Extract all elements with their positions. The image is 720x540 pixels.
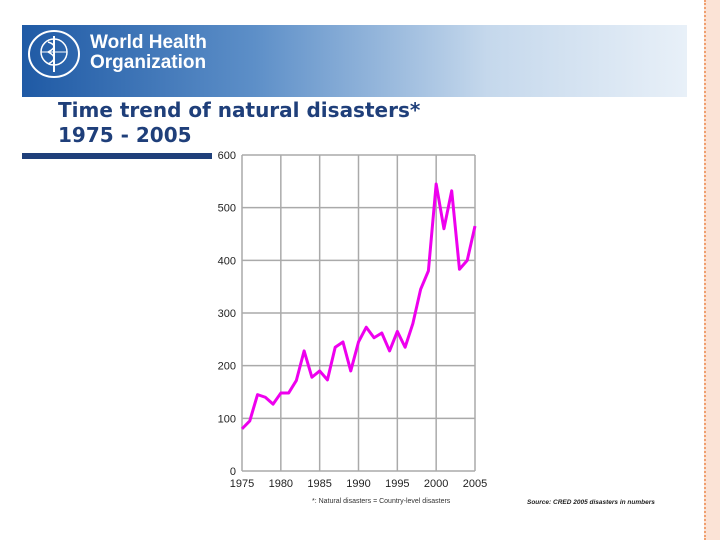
- x-tick-label: 1995: [385, 478, 409, 490]
- y-tick-label: 300: [218, 308, 236, 320]
- x-tick-label: 2000: [424, 478, 448, 490]
- x-tick-label: 1990: [346, 478, 370, 490]
- x-tick-label: 1985: [307, 478, 331, 490]
- title-underline: [22, 153, 212, 159]
- y-tick-label: 500: [218, 203, 236, 215]
- org-name-line2: Organization: [90, 52, 207, 73]
- y-tick-label: 100: [218, 413, 236, 425]
- organization-name: World Health Organization: [90, 33, 207, 73]
- header-banner: [22, 25, 687, 97]
- y-tick-label: 600: [218, 150, 236, 162]
- org-name-line1: World Health: [90, 32, 207, 53]
- disaster-trend-chart: 0 100 200 300 400 500 600 1975 1980 1985 1990 1995 2…: [218, 150, 488, 490]
- title-line2: 1975 - 2005: [58, 123, 192, 147]
- x-tick-label: 1975: [230, 478, 254, 490]
- x-tick-label: 1980: [269, 478, 293, 490]
- footnote: *: Natural disasters = Country-level dis…: [312, 498, 451, 505]
- y-tick-label: 0: [230, 466, 236, 478]
- y-tick-label: 200: [218, 361, 236, 373]
- x-tick-label: 2005: [463, 478, 487, 490]
- slide-border-decoration: [704, 0, 720, 540]
- title-line1: Time trend of natural disasters*: [58, 98, 421, 122]
- who-emblem-icon: [28, 30, 80, 78]
- source-note: Source: CRED 2005 disasters in numbers: [527, 499, 655, 506]
- y-tick-label: 400: [218, 255, 236, 267]
- slide-title: Time trend of natural disasters* 1975 - …: [58, 98, 420, 148]
